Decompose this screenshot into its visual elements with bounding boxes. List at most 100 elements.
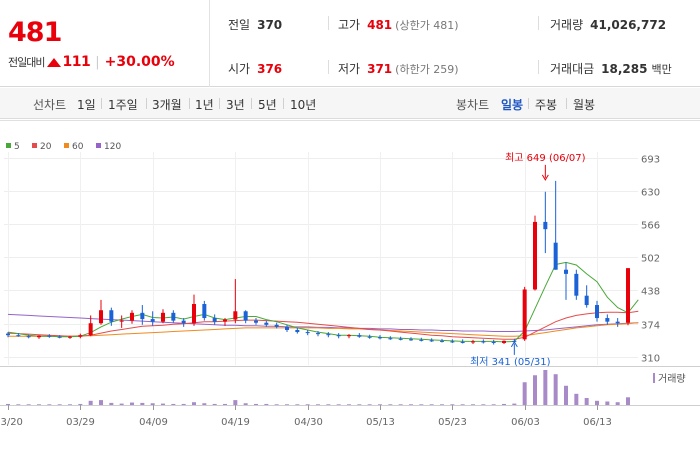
volume-bar	[130, 402, 134, 405]
volume-bar	[254, 403, 258, 405]
change-percent: +30.00%	[104, 54, 175, 70]
candle-body	[37, 335, 41, 338]
stat-low: 저가 371 (하한가 259)	[338, 60, 459, 77]
period-10y[interactable]: 10년	[290, 98, 317, 112]
volume-bar	[140, 402, 145, 405]
volume-bar	[6, 403, 10, 405]
volume-legend-label: 거래량	[658, 373, 686, 385]
volume-bar	[481, 404, 486, 405]
period-5y[interactable]: 5년	[258, 98, 277, 112]
y-tick-label: 310	[641, 354, 660, 365]
chart-toolbar: 선차트 1일 1주일 3개월 1년 3년 5년 10년 봉차트 일봉 주봉 월봉	[0, 88, 700, 119]
stat-open-value: 376	[257, 62, 283, 76]
stat-volume: 거래량 41,026,772	[550, 16, 666, 33]
volume-bar	[99, 400, 103, 405]
period-1d[interactable]: 1일	[77, 98, 96, 112]
volume-bar	[264, 403, 269, 405]
candles	[6, 180, 630, 345]
candle-daily[interactable]: 일봉	[501, 98, 524, 112]
candle-body	[543, 221, 548, 230]
candle-body	[57, 336, 62, 338]
volume-bar	[161, 403, 165, 405]
volume-bar	[181, 403, 186, 405]
volume-bar	[460, 404, 465, 405]
chart-legend: 5 20 60 120	[6, 142, 121, 152]
candle-body	[202, 304, 207, 319]
stat-prev-close-value: 370	[257, 18, 283, 32]
volume-bar	[491, 404, 496, 405]
ma60-line	[8, 322, 639, 337]
candle-body	[130, 312, 134, 321]
candle-body	[626, 268, 630, 323]
volume-bar	[471, 404, 475, 405]
candle-monthly[interactable]: 월봉	[573, 98, 596, 112]
volume-bar	[502, 403, 506, 405]
change-amount: 111	[62, 54, 91, 70]
candle-body	[429, 340, 434, 342]
candle-body	[47, 335, 52, 337]
volume-bar	[202, 403, 207, 405]
volume-bar	[233, 400, 238, 405]
candle-body	[212, 318, 217, 322]
legend-swatch	[32, 143, 37, 148]
divider	[101, 98, 102, 109]
y-tick-label: 630	[641, 188, 660, 199]
candle-body	[99, 310, 103, 324]
volume-legend-swatch	[653, 373, 655, 383]
volume-bar	[419, 404, 424, 405]
low-arrow-icon	[510, 340, 518, 348]
divider	[189, 98, 190, 109]
stat-open-label: 시가	[228, 62, 251, 76]
period-3y[interactable]: 3년	[226, 98, 245, 112]
candle-body	[615, 321, 620, 324]
candle-body	[605, 318, 610, 322]
date-axis: 03/20 03/29 04/09 04/19 04/30 05/13 05/23 06/03…	[0, 405, 612, 428]
stat-amount-value: 18,285	[601, 62, 648, 76]
period-1w[interactable]: 1주일	[108, 98, 138, 112]
stat-amount: 거래대금 18,285 백만	[550, 60, 672, 77]
candle-body	[243, 311, 248, 321]
stat-open: 시가 376	[228, 60, 282, 77]
volume-bar	[119, 403, 124, 405]
y-tick-label: 502	[641, 254, 660, 265]
period-1y[interactable]: 1년	[195, 98, 214, 112]
volume-bar	[347, 404, 351, 405]
stat-high: 고가 481 (상한가 481)	[338, 16, 459, 33]
ma5-line	[7, 261, 639, 343]
candle-body	[440, 340, 444, 342]
candle-body	[388, 338, 393, 340]
stat-high-label: 고가	[338, 18, 361, 32]
candle-body	[78, 335, 83, 337]
candle-body	[336, 335, 341, 337]
legend-label: 60	[72, 142, 84, 152]
legend-swatch	[64, 143, 69, 148]
stat-low-label: 저가	[338, 62, 361, 76]
x-tick-label: 05/23	[438, 417, 467, 428]
low-annotation: 최저 341 (05/31)	[470, 356, 551, 368]
candle-body	[595, 305, 599, 319]
candle-weekly[interactable]: 주봉	[535, 98, 558, 112]
candle-body	[264, 322, 269, 325]
volume-bar	[16, 404, 21, 405]
candle-body	[16, 335, 21, 337]
volume-bar	[378, 404, 382, 405]
volume-bar	[605, 401, 610, 405]
price-box: 481 전일대비 111 | +30.00%	[0, 0, 210, 87]
divider	[538, 16, 539, 30]
stat-amount-label: 거래대금	[550, 62, 595, 76]
x-tick-label: 04/30	[294, 417, 323, 428]
period-3m[interactable]: 3개월	[152, 98, 182, 112]
line-chart-label: 선차트	[33, 98, 67, 112]
chart-annotations: 최고 649 (06/07) 최저 341 (05/31)	[470, 152, 586, 368]
ma20-line	[7, 310, 639, 340]
volume-bar	[223, 403, 227, 405]
volume-bar	[88, 400, 93, 405]
volume-bar	[57, 404, 62, 405]
volume-bar	[78, 403, 83, 405]
volume-bar	[429, 404, 434, 405]
candle-body	[274, 324, 279, 327]
candle-body	[326, 334, 331, 336]
volume-bar	[274, 404, 279, 405]
volume-bar	[357, 404, 362, 405]
stat-volume-value: 41,026,772	[590, 18, 667, 32]
